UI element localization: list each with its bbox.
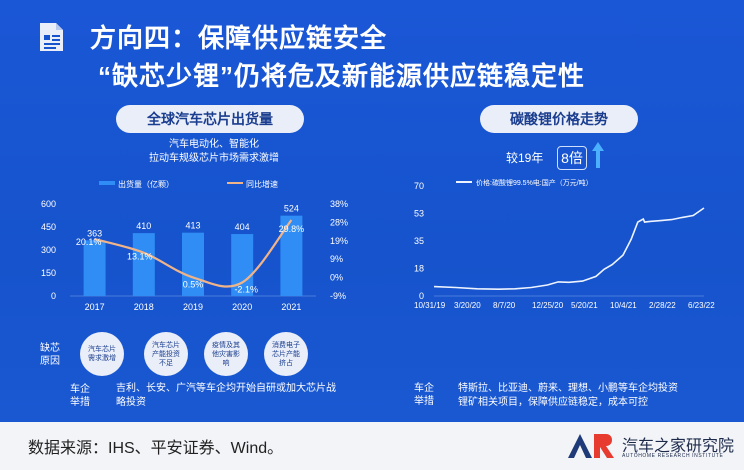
- lithium-x-tick: 12/25/20: [532, 301, 564, 310]
- up-arrow-icon: [592, 142, 604, 168]
- chip-line-label: 13.1%: [127, 252, 153, 262]
- chip-line-label: 29.8%: [279, 224, 305, 234]
- autohome-logo-icon: AR: [568, 434, 614, 458]
- reason-label: 缺芯 原因: [40, 343, 60, 367]
- reason-circle-2: 汽车芯片 产能投资 不足: [144, 332, 188, 376]
- legend-bar-swatch: [99, 181, 115, 185]
- lithium-x-tick: 6/23/22: [688, 301, 715, 310]
- lithium-y-axis: 70 53 35 18 0: [414, 181, 424, 301]
- chip-chart-subtitle: 汽车电动化、智能化 拉动车规级芯片市场需求激增: [149, 139, 279, 164]
- lithium-chart-pill: 碳酸锂价格走势: [480, 105, 638, 133]
- lithium-measure-text: 特斯拉、比亚迪、蔚来、理想、小鹏等车企均投资 锂矿相关项目，保障供应链稳定，成本…: [458, 383, 678, 408]
- chip-growth-line: [94, 219, 293, 288]
- chip-bar-label: 410: [136, 221, 151, 231]
- chip-bar-label: 413: [185, 221, 200, 231]
- lithium-x-tick: 8/7/20: [493, 301, 516, 310]
- chip-y-tick: 150: [41, 268, 56, 278]
- chip-y2-axis: 38% 28% 19% 9% 0% -9%: [330, 199, 348, 301]
- page-title: 方向四：保障供应链安全: [90, 23, 388, 53]
- lithium-x-tick: 3/20/20: [454, 301, 481, 310]
- chip-legend: 出货量（亿颗） 同比增速: [99, 179, 278, 189]
- chip-bar: [132, 233, 155, 296]
- lithium-x-tick: 10/31/19: [414, 301, 446, 310]
- lithium-y-tick: 53: [414, 209, 424, 219]
- reason-circle-3: 疫情及其 他灾害影 响: [204, 332, 248, 376]
- lithium-x-tick: 5/20/21: [571, 301, 598, 310]
- chip-measure-label: 车企 举措: [70, 384, 90, 408]
- chip-x-tick: 2020: [232, 302, 252, 312]
- chip-x-tick: 2019: [183, 302, 203, 312]
- chip-measure-text: 吉利、长安、广汽等车企均开始自研或加大芯片战 略投资: [116, 383, 336, 408]
- document-icon: [40, 23, 63, 51]
- chip-bars: [83, 215, 303, 296]
- lithium-x-tick: 2/28/22: [649, 301, 676, 310]
- chip-bar: [231, 234, 254, 296]
- brand-name: 汽车之家研究院: [622, 438, 735, 455]
- chip-y2-tick: 0%: [330, 273, 343, 283]
- lithium-x-ticks: 10/31/19 3/20/20 8/7/20 12/25/20 5/20/21 10/4…: [414, 301, 715, 310]
- chip-y-tick: 300: [41, 245, 56, 255]
- chip-y2-tick: 38%: [330, 199, 348, 209]
- lithium-y-tick: 18: [414, 264, 424, 274]
- chip-x-tick: 2017: [85, 302, 105, 312]
- compare-label: 较19年: [506, 151, 544, 165]
- chip-y2-tick: 19%: [330, 236, 348, 246]
- page-subtitle: “缺芯少锂”仍将危及新能源供应链稳定性: [98, 61, 586, 91]
- lithium-price-line: [433, 207, 705, 291]
- data-source: 数据来源：IHS、平安证券、Wind。: [28, 440, 284, 457]
- chip-y-tick: 450: [41, 222, 56, 232]
- reason-circle-4: 消费电子 芯片产能 挤占: [264, 332, 308, 376]
- chip-chart: 出货量（亿颗） 同比增速 600 450 300 150 0 38% 28% 19% 9% 0%…: [41, 179, 348, 312]
- chip-bar: [83, 240, 106, 296]
- brand-sub: AUTOHOME RESEARCH INSTITUTE: [622, 453, 724, 459]
- chip-y-tick: 600: [41, 199, 56, 209]
- chip-bar: [280, 215, 303, 296]
- lithium-y-tick: 35: [414, 236, 424, 246]
- lithium-measure-label: 车企 举措: [414, 383, 434, 407]
- lithium-chart: 价格:碳酸锂99.5%电:国产（万元/吨） 70 53 35 18 0 10/31/19…: [414, 178, 715, 310]
- lithium-y-tick: 0: [419, 291, 424, 301]
- chip-x-tick: 2021: [281, 302, 301, 312]
- lithium-legend-label: 价格:碳酸锂99.5%电:国产（万元/吨）: [476, 178, 593, 187]
- chip-y2-tick: 28%: [330, 217, 348, 227]
- chip-line-label: 20.1%: [76, 237, 102, 247]
- chip-x-ticks: 2017 2018 2019 2020 2021: [85, 302, 302, 312]
- lithium-y-tick: 70: [414, 181, 424, 191]
- lithium-x-tick: 10/4/21: [610, 301, 637, 310]
- legend-bar-label: 出货量（亿颗）: [118, 179, 174, 189]
- compare-badge: 8倍: [557, 146, 587, 170]
- legend-line-swatch: [227, 182, 243, 184]
- chip-data-labels: 363 410 413 404 524 20.1% 13.1% 0.5% -2.1% 29.8%: [76, 204, 304, 295]
- chip-y2-tick: 9%: [330, 254, 343, 264]
- chip-bar-label: 524: [284, 204, 299, 214]
- chip-x-tick: 2018: [134, 302, 154, 312]
- chip-bar-label: 404: [235, 222, 250, 232]
- chip-y2-tick: -9%: [330, 291, 346, 301]
- reason-circle-1: 汽车芯片 需求激增: [80, 332, 124, 376]
- chip-line-label: -2.1%: [234, 284, 258, 294]
- chip-y-tick: 0: [51, 291, 56, 301]
- chip-chart-pill: 全球汽车芯片出货量: [116, 105, 304, 133]
- chip-line-label: 0.5%: [183, 279, 204, 289]
- footer: 数据来源：IHS、平安证券、Wind。 AR 汽车之家研究院 AUTOHOME …: [0, 422, 744, 470]
- chip-y-axis: 600 450 300 150 0: [41, 199, 56, 301]
- chip-bar-label: 363: [87, 228, 102, 238]
- legend-line-label: 同比增速: [246, 179, 278, 189]
